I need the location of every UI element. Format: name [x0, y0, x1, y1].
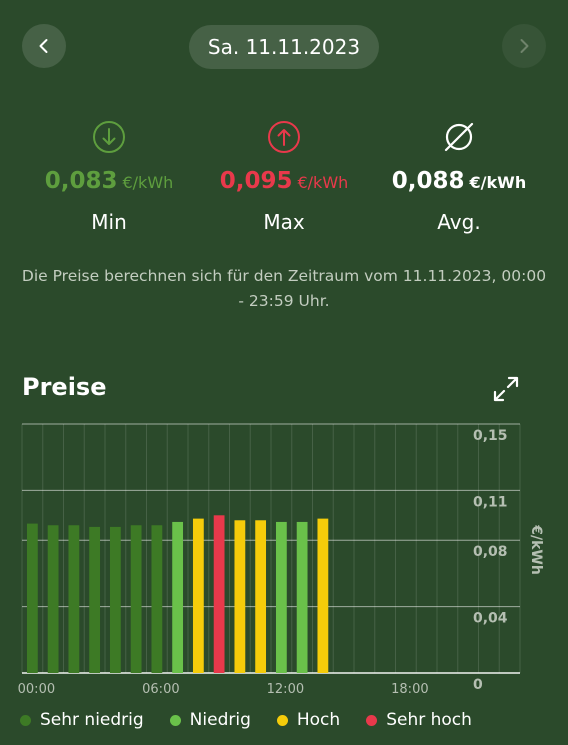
price-bar[interactable] — [192, 518, 204, 673]
expand-button[interactable] — [491, 374, 521, 404]
stat-min: 0,083 €/kWh Min — [21, 118, 197, 234]
price-bar[interactable] — [130, 525, 142, 673]
y-axis-label: €/kWh — [528, 524, 544, 575]
price-bar[interactable] — [68, 525, 80, 673]
avg-value: 0,088 — [391, 168, 465, 194]
legend-dot — [169, 714, 181, 726]
legend-label: Niedrig — [189, 710, 251, 730]
legend-label: Hoch — [296, 710, 341, 730]
chevron-right-icon — [520, 39, 529, 53]
expand-icon — [493, 376, 519, 402]
price-bar[interactable] — [26, 523, 38, 673]
legend-dot — [276, 714, 288, 726]
legend-dot — [366, 714, 378, 726]
date-label: Sa. 11.11.2023 — [207, 35, 361, 59]
legend-item-sehr-hoch: Sehr hoch — [366, 710, 472, 730]
min-label: Min — [91, 210, 127, 234]
x-tick-label: 00:00 — [18, 682, 55, 697]
y-tick-label: 0,15 — [473, 428, 508, 444]
price-bar[interactable] — [151, 525, 163, 673]
period-info-text: Die Preise berechnen sich für den Zeitra… — [21, 267, 547, 310]
legend-item-niedrig: Niedrig — [169, 710, 251, 730]
max-value: 0,095 — [219, 168, 293, 194]
x-tick-label: 12:00 — [267, 682, 304, 697]
stat-max: 0,095 €/kWh Max — [196, 118, 372, 234]
chevron-left-icon — [39, 39, 48, 53]
price-bar[interactable] — [47, 525, 59, 673]
chart-y-ticks: 0 0,04 0,08 0,11 0,15 — [473, 428, 508, 693]
legend-label: Sehr niedrig — [40, 710, 144, 730]
y-tick-label: 0,08 — [473, 544, 508, 560]
date-selector[interactable]: Sa. 11.11.2023 — [189, 25, 379, 69]
next-day-button[interactable] — [502, 24, 546, 68]
price-bar[interactable] — [172, 521, 184, 673]
price-bar[interactable] — [275, 521, 287, 673]
chart-x-ticks: 00:00 06:00 12:00 18:00 — [18, 682, 429, 697]
x-tick-label: 18:00 — [391, 682, 428, 697]
min-value: 0,083 — [44, 168, 118, 194]
max-unit: €/kWh — [297, 173, 349, 192]
y-tick-label: 0,11 — [473, 494, 508, 510]
price-bar[interactable] — [89, 526, 101, 673]
avg-label: Avg. — [437, 210, 481, 234]
max-label: Max — [263, 210, 305, 234]
price-bar[interactable] — [109, 526, 121, 673]
avg-unit: €/kWh — [469, 173, 527, 192]
previous-day-button[interactable] — [22, 24, 66, 68]
average-icon — [444, 122, 474, 152]
section-title: Preise — [22, 373, 107, 401]
min-unit: €/kWh — [122, 173, 174, 192]
legend-dot — [20, 714, 31, 726]
price-bar[interactable] — [317, 518, 329, 673]
y-tick-label: 0 — [473, 677, 483, 693]
legend-label: Sehr hoch — [386, 710, 472, 730]
price-chart: 0 0,04 0,08 0,11 0,15 00:00 06:00 12:00 18:00 €… — [18, 423, 544, 697]
price-bar[interactable] — [213, 515, 225, 673]
x-tick-label: 06:00 — [142, 682, 179, 697]
chart-legend: Sehr niedrig Niedrig Hoch Sehr hoch — [20, 710, 472, 730]
price-bar[interactable] — [234, 520, 246, 673]
arrow-down-circle-icon — [93, 121, 125, 153]
legend-item-hoch: Hoch — [276, 710, 341, 730]
chart-grid — [21, 423, 521, 674]
stat-avg: 0,088 €/kWh Avg. — [371, 118, 547, 234]
y-tick-label: 0,04 — [473, 611, 508, 627]
price-bar[interactable] — [296, 521, 308, 673]
chart-bars — [26, 515, 329, 673]
arrow-up-circle-icon — [268, 121, 300, 153]
legend-item-sehr-niedrig: Sehr niedrig — [20, 710, 144, 730]
price-bar[interactable] — [255, 520, 267, 673]
